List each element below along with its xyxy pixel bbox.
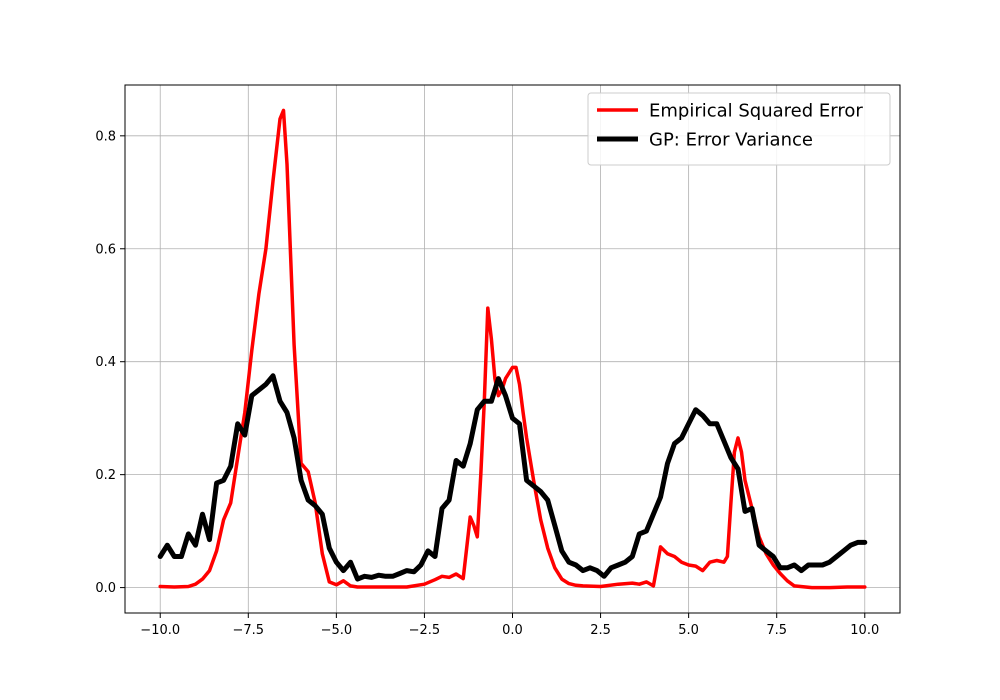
x-tick-label: 10.0 bbox=[850, 623, 879, 638]
x-tick-label: 0.0 bbox=[502, 623, 523, 638]
y-tick-label: 0.8 bbox=[95, 129, 116, 144]
series-layer bbox=[157, 108, 868, 590]
x-tick-label: 7.5 bbox=[766, 623, 787, 638]
legend: Empirical Squared Error GP: Error Varianc… bbox=[587, 92, 891, 166]
series-line-2 bbox=[157, 373, 868, 582]
series-line-1 bbox=[158, 108, 867, 590]
x-tick-label: 2.5 bbox=[590, 623, 611, 638]
legend-label: Empirical Squared Error bbox=[649, 101, 863, 122]
x-tick-label: 5.0 bbox=[678, 623, 699, 638]
legend-box bbox=[587, 92, 891, 166]
x-tick-label: −10.0 bbox=[140, 623, 180, 638]
y-tick-label: 0.4 bbox=[95, 355, 116, 370]
x-tick-label: −2.5 bbox=[409, 623, 441, 638]
x-axis: −10.0 −7.5 −5.0 −2.5 0.0 2.5 5.0 7.5 10.0 bbox=[140, 613, 879, 638]
legend-label: GP: Error Variance bbox=[649, 130, 813, 151]
y-tick-label: 0.2 bbox=[95, 468, 116, 483]
y-tick-label: 0.6 bbox=[95, 242, 116, 257]
y-axis: 0.0 0.2 0.4 0.6 0.8 bbox=[95, 129, 125, 596]
x-tick-label: −7.5 bbox=[233, 623, 265, 638]
y-tick-label: 0.0 bbox=[95, 581, 116, 596]
grid-lines bbox=[125, 85, 900, 613]
x-tick-label: −5.0 bbox=[321, 623, 353, 638]
